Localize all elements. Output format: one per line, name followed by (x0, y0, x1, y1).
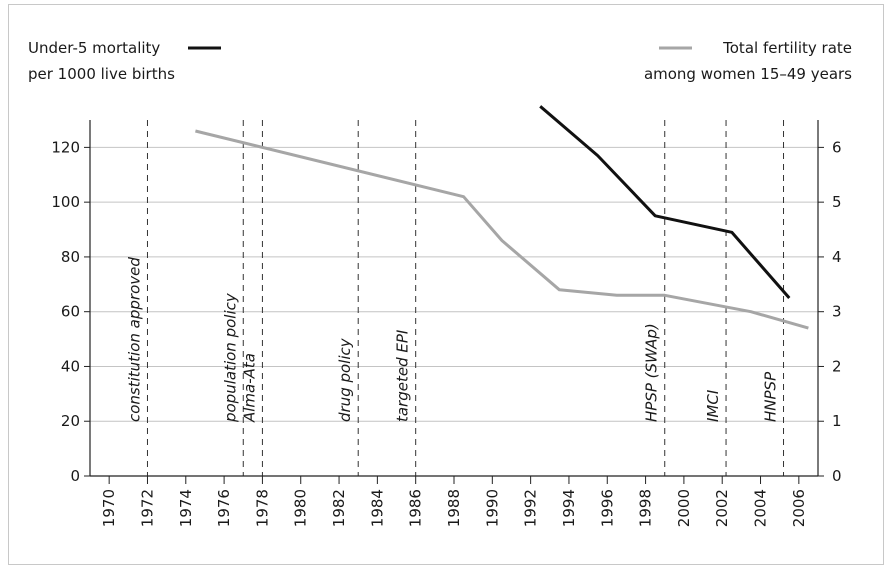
event-label: HPSP (SWAp) (643, 323, 661, 422)
x-tick-label: 2004 (752, 489, 770, 527)
axes: 0 20 40 60 80 100 120 0 1 2 3 4 5 6 1970 1972 1974 1976 19… (51, 120, 842, 527)
legend-right-line1: Total fertility rate (722, 39, 852, 57)
y-left-tick-label: 60 (61, 303, 80, 321)
y-right-tick-label: 3 (832, 303, 842, 321)
x-tick-label: 1998 (637, 489, 655, 527)
x-tick-label: 1996 (598, 489, 616, 527)
event-label: constitution approved (125, 257, 143, 422)
x-tick-label: 2002 (713, 489, 731, 527)
y-left-tick-label: 80 (61, 248, 80, 266)
legend-right-line2: among women 15–49 years (644, 65, 852, 83)
y-left-tick-label: 100 (51, 193, 80, 211)
grid (90, 146, 818, 422)
x-tick-label: 1984 (368, 489, 386, 527)
x-tick-label: 1972 (138, 489, 156, 527)
y-right-tick-label: 4 (832, 248, 842, 266)
series-lines (195, 105, 809, 330)
x-tick-label: 1974 (177, 489, 195, 527)
y-right-tick-label: 0 (832, 467, 842, 485)
series-line-fertility (195, 129, 809, 330)
event-lines: constitution approved population policy Al… (125, 120, 785, 476)
y-right-tick-label: 1 (832, 412, 842, 430)
legend: Under-5 mortality per 1000 live births T… (28, 39, 852, 83)
x-tick-label: 1976 (215, 489, 233, 527)
x-tick-label: 2000 (675, 489, 693, 527)
legend-left-line2: per 1000 live births (28, 65, 175, 83)
event-label: targeted EPI (394, 329, 412, 422)
x-tick-label: 1970 (100, 489, 118, 527)
y-right-tick-label: 2 (832, 357, 842, 375)
y-left-tick-label: 20 (61, 412, 80, 430)
y-left-tick-label: 40 (61, 357, 80, 375)
x-tick-label: 1978 (253, 489, 271, 527)
x-tick-label: 1986 (407, 489, 425, 527)
x-tick-label: 2006 (790, 489, 808, 527)
event-label: HNPSP (762, 371, 780, 422)
legend-left-line1: Under-5 mortality (28, 39, 160, 57)
x-tick-label: 1980 (292, 489, 310, 527)
event-label: drug policy (336, 337, 354, 422)
x-tick-label: 1994 (560, 489, 578, 527)
chart-frame (8, 4, 884, 565)
event-label: population policy (221, 292, 239, 423)
y-left-tick-label: 0 (70, 467, 80, 485)
y-left-tick-label: 120 (51, 138, 80, 156)
event-label: IMCI (704, 389, 722, 422)
x-tick-label: 1988 (445, 489, 463, 527)
event-label: Alma-Ata (240, 353, 258, 423)
x-tick-label: 1982 (330, 489, 348, 527)
x-tick-label: 1992 (522, 489, 540, 527)
series-line-mortality (539, 105, 791, 299)
x-tick-label: 1990 (483, 489, 501, 527)
y-right-tick-label: 6 (832, 138, 842, 156)
y-right-tick-label: 5 (832, 193, 842, 211)
